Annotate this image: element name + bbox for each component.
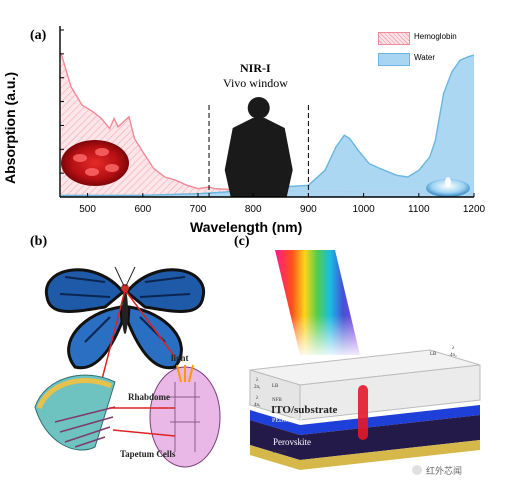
x-tick-label: 500 <box>79 204 96 215</box>
panel-c-label: (c) <box>234 234 250 249</box>
x-axis-label: Wavelength (nm) <box>190 219 303 235</box>
human-silhouette-icon <box>247 97 270 119</box>
lb-label: LB <box>272 384 279 389</box>
nfb-label: NFB <box>272 398 282 403</box>
lb-label-right: LB <box>430 352 437 357</box>
watermark-text: 红外芯闻 <box>426 466 463 476</box>
absorption-chart: 500 600 700 800 900 1000 1100 1200 <box>59 26 486 215</box>
light-label: light <box>171 353 189 363</box>
absorbed-light-icon <box>358 385 368 440</box>
x-tick-label: 1000 <box>352 204 375 215</box>
x-tick-label: 1200 <box>463 204 486 215</box>
legend-swatch-hemoglobin <box>378 32 410 45</box>
compound-eye-icon <box>34 374 116 451</box>
lambda-left-1: λ <box>256 378 259 383</box>
watermark-logo-icon <box>412 465 422 475</box>
lambda-right: λ <box>452 346 455 351</box>
legend-swatch-water <box>378 53 410 66</box>
lambda-right-denom: 4n₂ <box>450 353 457 358</box>
butterfly-eye-illustration <box>34 266 221 468</box>
nir-window-subtitle: Vivo window <box>223 76 288 90</box>
legend-label-water: Water <box>414 53 436 62</box>
x-tick-label: 900 <box>300 204 317 215</box>
blood-cell-disc <box>85 168 99 176</box>
blood-cell-disc <box>105 164 119 172</box>
x-tick-label: 700 <box>190 204 207 215</box>
legend-label-hemoglobin: Hemoglobin <box>414 32 457 41</box>
perovskite-label: Perovskite <box>273 437 311 447</box>
x-tick-label: 1100 <box>408 204 430 215</box>
photodetector-illustration <box>249 250 481 470</box>
butterfly-icon <box>44 266 206 370</box>
rhabdome-label: Rhabdome <box>128 392 171 402</box>
blood-cell-disc <box>73 154 87 162</box>
x-tick-label: 600 <box>134 204 151 215</box>
blood-cell-icon <box>61 140 129 186</box>
lambda-left-2: λ <box>256 396 259 401</box>
ito-label: ITO/substrate <box>271 404 338 416</box>
y-axis-label: Absorption (a.u.) <box>2 72 18 184</box>
blood-cell-disc <box>95 148 109 156</box>
human-body-icon <box>224 118 293 197</box>
water-drop-icon <box>426 179 470 197</box>
lambda-left-1-denom: 2n₁ <box>254 385 261 390</box>
panel-b-label: (b) <box>30 234 48 249</box>
nir-window-title: NIR-I <box>240 61 271 75</box>
lambda-left-2-denom: 4n₁ <box>254 403 261 408</box>
pcbm-label: PCBM <box>273 450 287 455</box>
water-drop-splash <box>445 177 451 187</box>
panel-a-label: (a) <box>30 28 47 43</box>
x-tick-label: 800 <box>245 204 262 215</box>
pedot-label: PEDOT:PSS <box>272 418 303 424</box>
tapetum-cells-label: Tapetum Cells <box>120 449 176 459</box>
